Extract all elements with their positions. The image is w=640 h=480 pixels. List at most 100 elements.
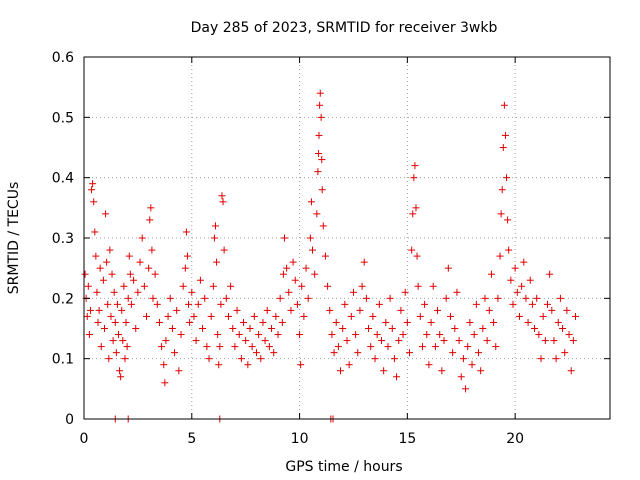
data-point bbox=[218, 192, 226, 200]
data-point bbox=[316, 89, 324, 97]
data-point bbox=[358, 282, 366, 290]
data-point bbox=[166, 294, 174, 302]
data-point bbox=[270, 349, 278, 357]
data-point bbox=[240, 318, 248, 326]
data-point bbox=[380, 367, 388, 375]
data-point bbox=[103, 258, 111, 266]
data-point bbox=[492, 343, 500, 351]
data-point bbox=[229, 325, 237, 332]
data-point bbox=[565, 331, 573, 339]
data-point bbox=[304, 294, 312, 302]
y-tick-label: 0.1 bbox=[52, 352, 74, 368]
data-point bbox=[554, 318, 562, 326]
data-point bbox=[436, 331, 444, 339]
data-point bbox=[306, 234, 314, 242]
data-point bbox=[182, 228, 190, 236]
data-point bbox=[296, 331, 304, 339]
data-point bbox=[216, 343, 224, 351]
data-point bbox=[330, 349, 338, 357]
data-point bbox=[283, 264, 291, 272]
data-point bbox=[569, 337, 577, 345]
data-point bbox=[222, 294, 230, 302]
data-point bbox=[149, 294, 157, 302]
data-point bbox=[123, 343, 131, 351]
data-point bbox=[263, 306, 271, 314]
data-point bbox=[297, 361, 305, 369]
data-point bbox=[438, 367, 446, 375]
y-tick-label: 0.2 bbox=[52, 291, 74, 307]
data-point bbox=[406, 349, 414, 357]
data-point bbox=[199, 325, 207, 332]
data-point bbox=[503, 174, 511, 182]
data-point bbox=[268, 325, 276, 332]
data-point bbox=[161, 379, 169, 387]
y-tick-label: 0.3 bbox=[52, 231, 74, 247]
data-point bbox=[164, 312, 172, 320]
data-point bbox=[509, 300, 517, 308]
data-point bbox=[413, 252, 421, 260]
data-point bbox=[147, 204, 155, 212]
data-point bbox=[250, 312, 258, 320]
data-point bbox=[84, 282, 92, 290]
data-point bbox=[119, 337, 127, 345]
data-point bbox=[220, 246, 228, 254]
data-point bbox=[444, 264, 452, 272]
data-point bbox=[248, 343, 256, 351]
data-point bbox=[213, 258, 221, 266]
data-point bbox=[138, 234, 146, 242]
data-point bbox=[145, 264, 153, 272]
data-point bbox=[285, 288, 293, 296]
data-point bbox=[104, 300, 112, 308]
data-point bbox=[414, 282, 422, 290]
axis-ticks: 0 0.1 0.2 0.3 0.4 0.5 0.6 0 5 10 15 20 bbox=[52, 50, 610, 447]
data-point bbox=[246, 325, 254, 332]
data-point bbox=[328, 331, 336, 339]
data-point bbox=[140, 282, 148, 290]
data-point bbox=[276, 294, 284, 302]
data-point bbox=[99, 276, 107, 284]
data-point bbox=[151, 270, 159, 278]
data-point bbox=[429, 282, 437, 290]
data-point bbox=[278, 318, 286, 326]
data-point bbox=[116, 367, 124, 375]
data-point bbox=[410, 174, 418, 182]
data-point bbox=[217, 300, 225, 308]
data-point bbox=[171, 349, 179, 357]
data-point bbox=[399, 331, 407, 339]
data-point bbox=[388, 325, 396, 332]
y-tick-label: 0.5 bbox=[52, 110, 74, 126]
data-point bbox=[124, 294, 132, 302]
data-point bbox=[237, 355, 245, 363]
data-point bbox=[475, 349, 482, 357]
data-point bbox=[307, 198, 315, 206]
data-point bbox=[92, 252, 100, 260]
data-point bbox=[120, 282, 128, 290]
data-point bbox=[102, 210, 110, 218]
grid bbox=[84, 57, 610, 419]
data-point bbox=[479, 325, 487, 332]
data-point bbox=[318, 186, 326, 194]
data-point bbox=[252, 349, 260, 357]
data-point bbox=[526, 276, 534, 284]
data-point bbox=[449, 349, 457, 357]
data-point bbox=[373, 331, 381, 339]
data-point bbox=[455, 337, 463, 345]
data-point bbox=[499, 144, 507, 151]
data-point bbox=[416, 312, 424, 320]
data-point bbox=[421, 300, 429, 308]
data-point bbox=[318, 156, 326, 164]
data-point bbox=[107, 312, 115, 320]
data-point bbox=[209, 282, 217, 290]
y-tick-label: 0.4 bbox=[52, 171, 74, 187]
data-point bbox=[105, 355, 113, 363]
y-tick-label: 0.6 bbox=[52, 50, 74, 66]
data-point bbox=[259, 318, 267, 326]
data-point bbox=[485, 306, 493, 314]
data-point bbox=[556, 294, 564, 302]
data-point bbox=[196, 276, 204, 284]
data-point bbox=[106, 246, 114, 254]
data-point bbox=[511, 264, 519, 272]
data-point bbox=[153, 300, 161, 308]
data-point bbox=[539, 312, 547, 320]
x-tick-label: 5 bbox=[187, 431, 196, 447]
